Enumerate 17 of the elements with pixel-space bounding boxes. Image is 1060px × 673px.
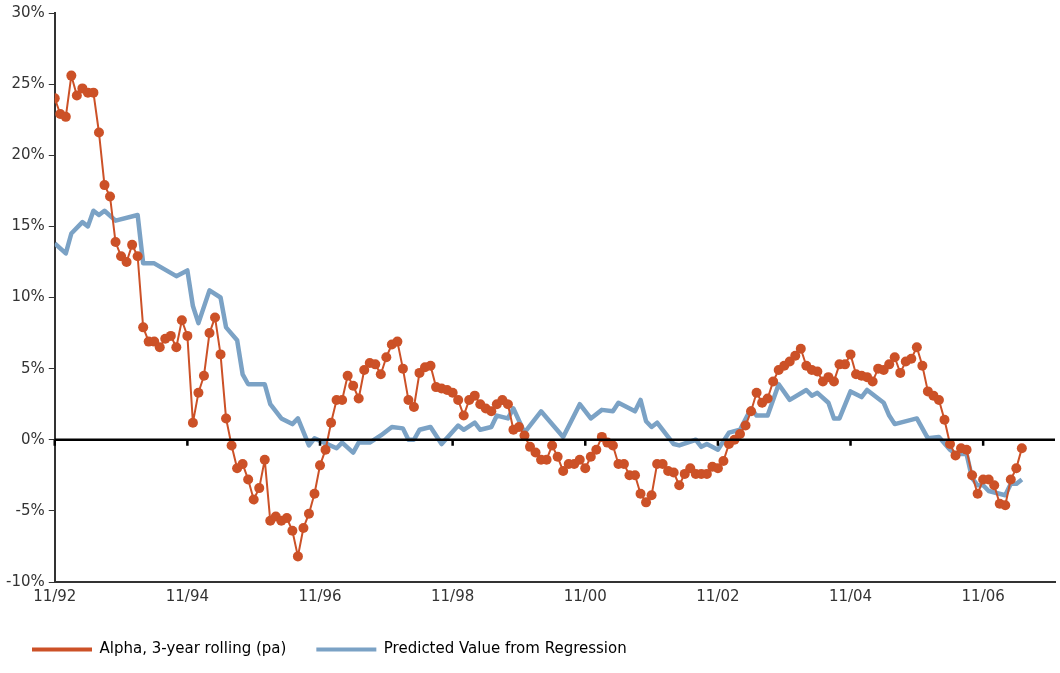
y-tick-label: 30% [11, 2, 45, 21]
y-tick-label: 15% [11, 216, 45, 235]
y-tick-label: 5% [20, 358, 45, 377]
y-tick-label: -5% [15, 500, 45, 519]
x-tick-label: 11/06 [961, 586, 1005, 605]
x-tick-label: 11/94 [165, 586, 209, 605]
legend-label: Alpha, 3-year rolling (pa) [99, 639, 287, 658]
y-tick-label: 20% [11, 145, 45, 164]
x-tick-label: 11/00 [563, 586, 607, 605]
x-tick-label: 11/98 [431, 586, 475, 605]
x-tick-label: 11/04 [828, 586, 873, 605]
legend-label: Predicted Value from Regression [383, 639, 627, 658]
y-tick-label: 0% [20, 429, 45, 448]
y-tick-label: 10% [11, 287, 45, 306]
x-tick-label: 11/96 [298, 586, 342, 605]
x-tick-label: 11/02 [696, 586, 740, 605]
y-tick-label: 25% [11, 74, 45, 93]
